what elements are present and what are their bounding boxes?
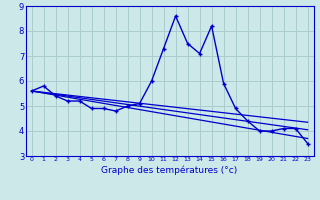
X-axis label: Graphe des températures (°c): Graphe des températures (°c) bbox=[101, 165, 238, 175]
